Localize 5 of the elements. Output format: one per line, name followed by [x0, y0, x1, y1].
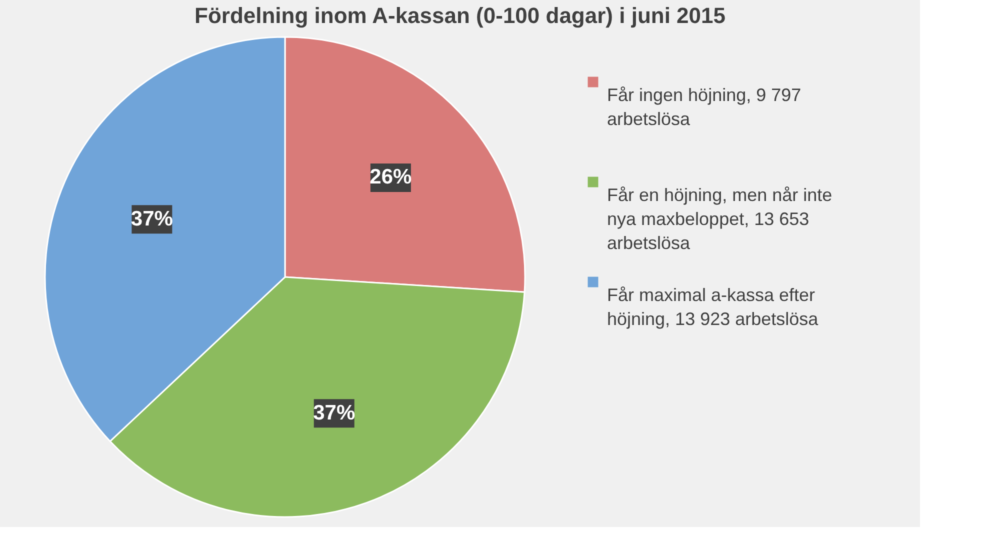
legend-label: Får ingen höjning, 9 797 arbetslösa: [607, 85, 802, 129]
data-label: 37%: [130, 207, 174, 230]
chart-title: Fördelning inom A-kassan (0-100 dagar) i juni 2015: [194, 3, 726, 28]
legend-label: Får en höjning, men når inte nya maxbeloppet, 13 653 arbetslösa: [607, 185, 832, 253]
legend-label: Får maximal a-kassa efter höjning, 13 923 arbetslösa: [607, 285, 820, 329]
